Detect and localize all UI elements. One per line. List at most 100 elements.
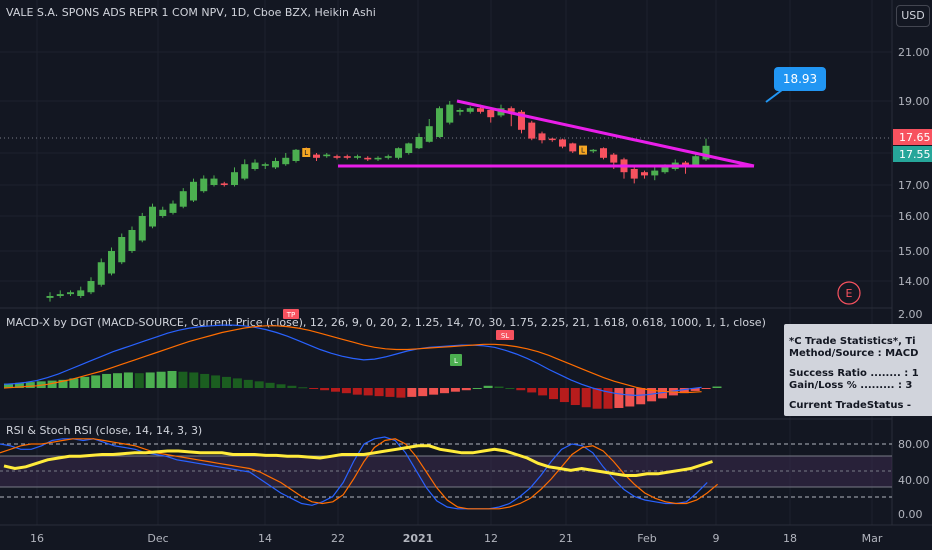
candle-body (159, 209, 167, 216)
macd-bar (559, 388, 569, 403)
main-title: VALE S.A. SPONS ADS REPR 1 COM NPV, 1D, … (6, 6, 376, 19)
macd-bar (178, 371, 188, 388)
candle-body (630, 169, 638, 179)
last-price-badge (893, 129, 932, 145)
l-marker-label: L (454, 357, 458, 365)
price-tick: 21.00 (898, 46, 930, 59)
candle-body (343, 156, 351, 158)
stats-line: Current TradeStatus - (789, 400, 912, 411)
candle-body (169, 203, 177, 213)
macd-bar (570, 388, 580, 406)
candle-body (507, 108, 515, 112)
prev-price-label: 17.55 (899, 148, 931, 161)
macd-bar (265, 382, 275, 388)
candle-body (692, 156, 700, 166)
time-tick: 14 (258, 532, 272, 545)
candle-body (56, 294, 64, 296)
macd-bar (331, 388, 340, 392)
candle-body (87, 281, 95, 293)
macd-bar (440, 388, 449, 394)
macd-bar (287, 385, 297, 388)
macd-bar (80, 376, 90, 388)
earnings-icon-label: E (846, 287, 853, 300)
candle-body (128, 230, 136, 251)
macd-bar (102, 373, 112, 388)
macd-bar (472, 388, 482, 389)
macd-bar (429, 388, 439, 395)
time-tick: Dec (147, 532, 168, 545)
time-tick: 16 (30, 532, 44, 545)
price-tick: 17.00 (898, 179, 930, 192)
macd-bar (549, 388, 558, 400)
earnings-icon[interactable] (837, 281, 861, 305)
trendlines (338, 99, 755, 168)
macd-bar (298, 387, 308, 389)
candle-body (528, 122, 536, 139)
macd-bar (418, 388, 428, 397)
candle-body (97, 262, 105, 285)
macd-bar (538, 388, 548, 396)
candle-body (569, 143, 577, 152)
macd-bar (483, 385, 493, 388)
macd-bar (385, 388, 395, 397)
macd-bar (712, 386, 722, 388)
candle-body (436, 108, 443, 137)
candle-body (77, 290, 85, 296)
candle-body (261, 164, 269, 166)
candle-body (354, 156, 361, 158)
macd-histogram (4, 370, 722, 409)
candle-body (682, 162, 689, 166)
price-tick: 15.00 (898, 245, 930, 258)
candle-body (487, 110, 495, 118)
candle-body (251, 162, 259, 169)
candle-body (190, 181, 197, 201)
macd-bar (625, 388, 635, 407)
candle-body (200, 178, 208, 192)
stats-line: Success Ratio ........ : 1 (789, 368, 919, 379)
prev-price-badge (893, 146, 932, 162)
candle-body (313, 154, 320, 158)
stats-line: Method/Source : MACD (789, 348, 919, 359)
macd-bar (58, 379, 68, 388)
time-tick: 21 (559, 532, 573, 545)
macd-bar (69, 378, 79, 388)
macd-bar (47, 380, 57, 388)
candle-body (210, 178, 218, 185)
currency-badge[interactable]: USD (896, 5, 930, 27)
candle-body (518, 111, 525, 130)
candle-body (46, 296, 54, 298)
macd-bar (14, 382, 24, 388)
grid (0, 0, 892, 525)
candle-body (272, 161, 279, 168)
price-axis: 21.0019.0017.0016.0015.0014.002.001.000.… (898, 46, 930, 521)
macd-bar (145, 372, 155, 388)
candle-body (446, 104, 454, 123)
macd-bar (614, 388, 624, 408)
candle-body (67, 292, 74, 295)
target-bubble[interactable] (774, 67, 826, 91)
candle-body (118, 237, 126, 263)
marker-label: L (304, 149, 308, 157)
macd-bar (341, 388, 351, 394)
candle-body (282, 157, 290, 165)
macd-bar (679, 388, 689, 394)
candle-body (138, 216, 146, 241)
stoch-k-line (0, 436, 708, 510)
candle-body (374, 157, 382, 160)
stats-line: *C Trade Statistics*, Ti (789, 336, 916, 347)
macd-bar (603, 388, 613, 409)
last-price-label: 17.65 (899, 131, 931, 144)
rsi-tick: 0.00 (898, 508, 923, 521)
l-marker (450, 354, 462, 366)
stats-line: Gain/Loss % ......... : 3 (789, 380, 913, 391)
candle-body (456, 110, 464, 112)
macd-bar (494, 386, 504, 388)
macd-bar (189, 372, 199, 388)
macd-bar (4, 383, 13, 388)
macd-bar (232, 378, 242, 388)
candle-body (241, 164, 249, 179)
sl-marker (496, 330, 514, 340)
candle-body (651, 170, 659, 176)
time-axis: 16 Dec 14 22 2021 12 21 Feb 9 18 Mar (30, 532, 883, 545)
